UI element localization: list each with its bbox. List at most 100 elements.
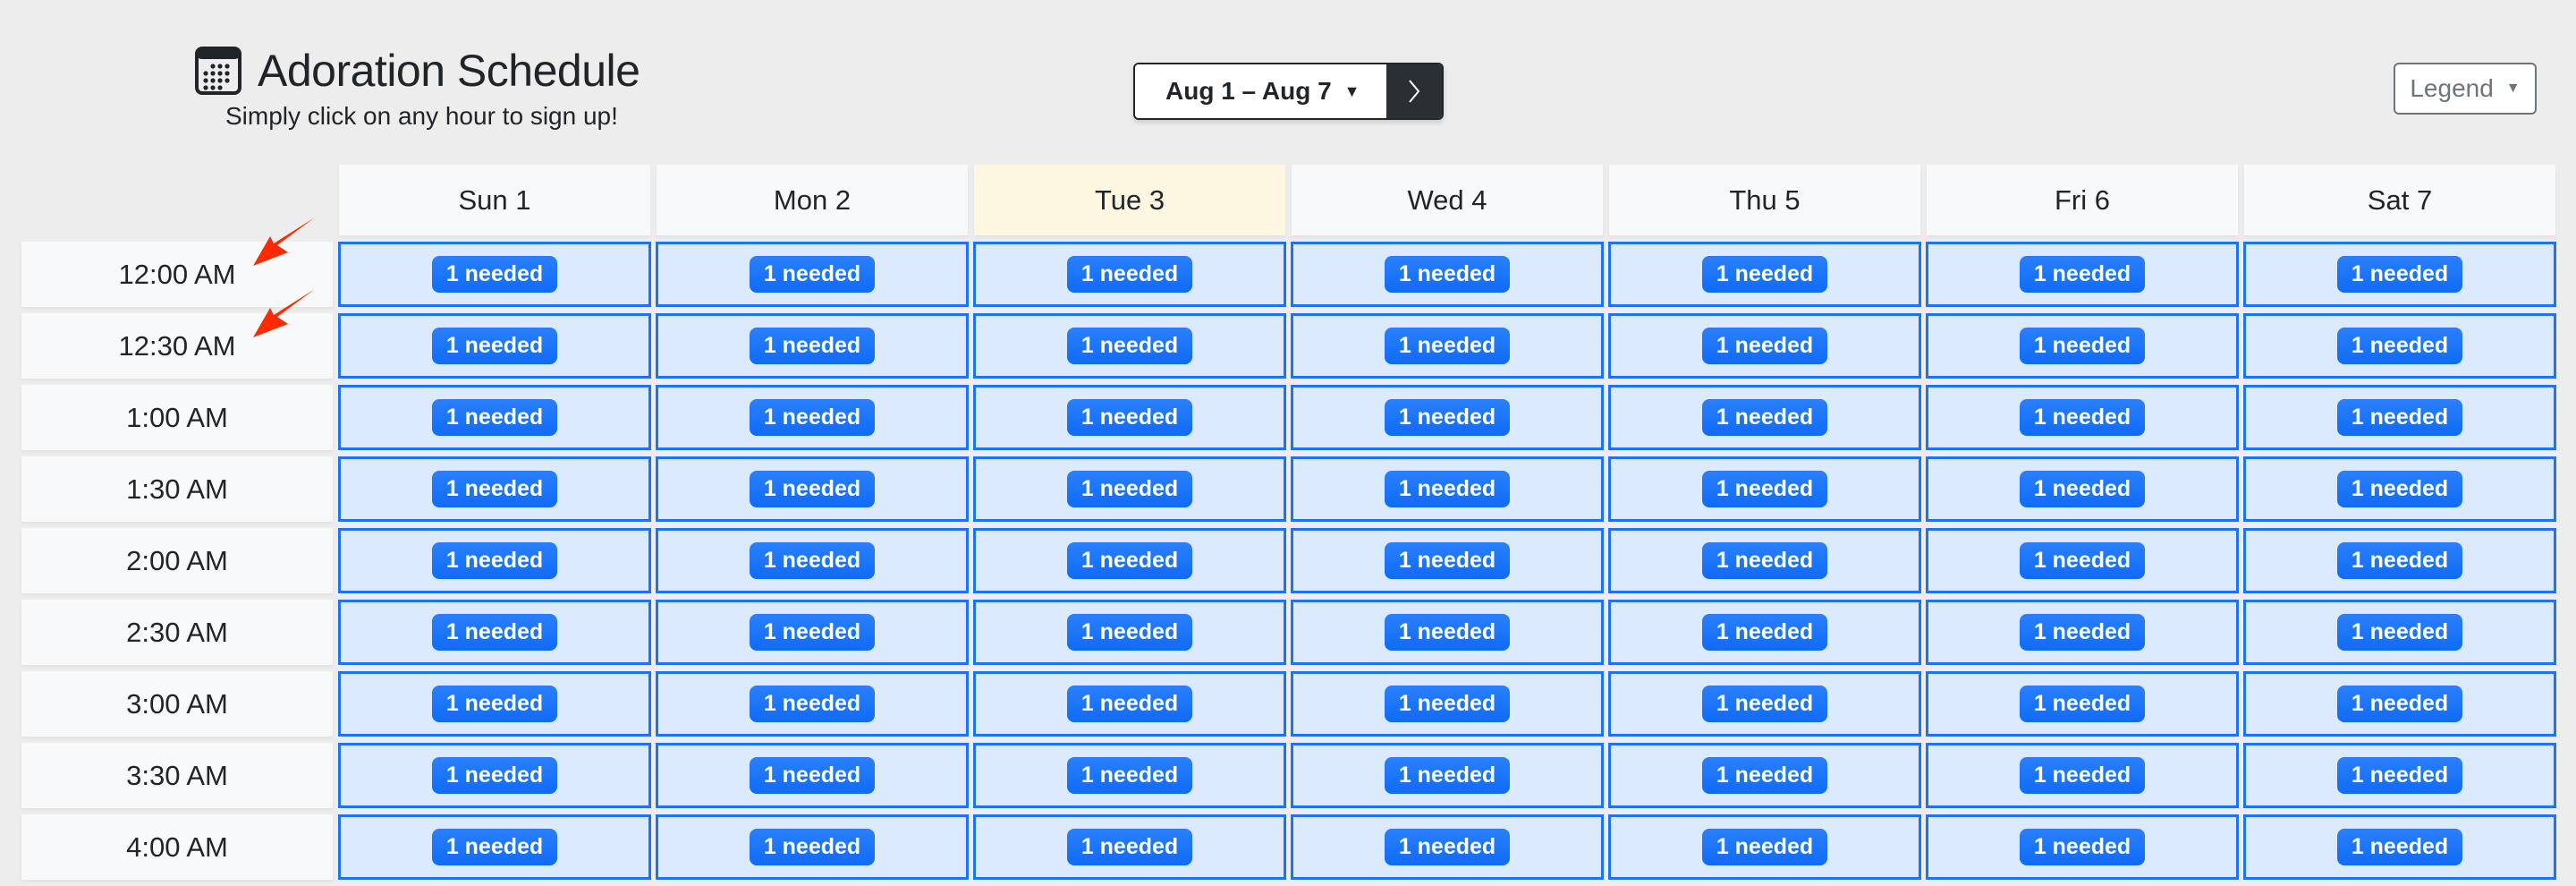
time-slot[interactable]: 1 needed — [1291, 528, 1604, 593]
time-slot[interactable]: 1 needed — [1608, 814, 1921, 880]
time-slot[interactable]: 1 needed — [1926, 528, 2239, 593]
time-slot[interactable]: 1 needed — [1608, 242, 1921, 307]
time-slot[interactable]: 1 needed — [1926, 313, 2239, 379]
needed-badge: 1 needed — [1701, 757, 1828, 794]
needed-badge: 1 needed — [2336, 757, 2463, 794]
time-slot[interactable]: 1 needed — [338, 671, 651, 737]
time-label: 1:30 AM — [21, 456, 333, 522]
needed-badge: 1 needed — [1701, 614, 1828, 651]
time-slot[interactable]: 1 needed — [656, 600, 969, 665]
needed-badge: 1 needed — [2336, 542, 2463, 579]
time-slot[interactable]: 1 needed — [2243, 600, 2556, 665]
needed-badge: 1 needed — [749, 399, 876, 436]
time-slot[interactable]: 1 needed — [1291, 814, 1604, 880]
time-slot[interactable]: 1 needed — [1608, 671, 1921, 737]
time-slot[interactable]: 1 needed — [973, 743, 1286, 808]
time-slot[interactable]: 1 needed — [656, 743, 969, 808]
time-slot[interactable]: 1 needed — [1608, 528, 1921, 593]
time-slot[interactable]: 1 needed — [338, 743, 651, 808]
needed-badge: 1 needed — [1384, 686, 1511, 722]
time-slot[interactable]: 1 needed — [1926, 600, 2239, 665]
time-slot[interactable]: 1 needed — [338, 313, 651, 379]
time-slot[interactable]: 1 needed — [338, 456, 651, 522]
needed-badge: 1 needed — [749, 256, 876, 293]
needed-badge: 1 needed — [1066, 614, 1193, 651]
time-slot[interactable]: 1 needed — [1291, 456, 1604, 522]
time-slot[interactable]: 1 needed — [2243, 671, 2556, 737]
time-slot[interactable]: 1 needed — [656, 528, 969, 593]
time-slot[interactable]: 1 needed — [2243, 385, 2556, 450]
needed-badge: 1 needed — [1066, 542, 1193, 579]
needed-badge: 1 needed — [2019, 829, 2146, 865]
needed-badge: 1 needed — [1066, 829, 1193, 865]
next-week-button[interactable] — [1386, 64, 1443, 118]
needed-badge: 1 needed — [1066, 256, 1193, 293]
time-slot[interactable]: 1 needed — [338, 600, 651, 665]
time-slot[interactable]: 1 needed — [1291, 385, 1604, 450]
time-slot[interactable]: 1 needed — [656, 814, 969, 880]
needed-badge: 1 needed — [431, 829, 558, 865]
date-range-dropdown[interactable]: Aug 1 – Aug 7 ▼ — [1135, 64, 1387, 118]
time-slot[interactable]: 1 needed — [2243, 743, 2556, 808]
day-header: Wed 4 — [1292, 165, 1603, 235]
time-slot[interactable]: 1 needed — [1608, 385, 1921, 450]
time-slot[interactable]: 1 needed — [1926, 671, 2239, 737]
time-slot[interactable]: 1 needed — [1926, 385, 2239, 450]
day-header: Tue 3 — [974, 165, 1285, 235]
legend-dropdown[interactable]: Legend ▼ — [2394, 63, 2537, 115]
needed-badge: 1 needed — [749, 829, 876, 865]
annotation-arrow-icon — [253, 289, 315, 337]
needed-badge: 1 needed — [1384, 256, 1511, 293]
time-label: 2:30 AM — [21, 600, 333, 665]
needed-badge: 1 needed — [749, 614, 876, 651]
time-slot[interactable]: 1 needed — [1926, 814, 2239, 880]
chevron-right-icon — [1409, 80, 1420, 103]
needed-badge: 1 needed — [2336, 829, 2463, 865]
time-slot[interactable]: 1 needed — [1291, 313, 1604, 379]
time-slot[interactable]: 1 needed — [2243, 456, 2556, 522]
needed-badge: 1 needed — [1384, 471, 1511, 507]
time-slot[interactable]: 1 needed — [1608, 456, 1921, 522]
time-slot[interactable]: 1 needed — [1291, 743, 1604, 808]
time-slot[interactable]: 1 needed — [656, 242, 969, 307]
time-slot[interactable]: 1 needed — [1926, 743, 2239, 808]
time-slot[interactable]: 1 needed — [656, 671, 969, 737]
needed-badge: 1 needed — [749, 686, 876, 722]
time-slot[interactable]: 1 needed — [973, 313, 1286, 379]
time-slot[interactable]: 1 needed — [2243, 528, 2556, 593]
needed-badge: 1 needed — [1701, 399, 1828, 436]
time-slot[interactable]: 1 needed — [338, 242, 651, 307]
time-slot[interactable]: 1 needed — [1291, 600, 1604, 665]
time-slot[interactable]: 1 needed — [973, 528, 1286, 593]
time-slot[interactable]: 1 needed — [338, 385, 651, 450]
time-slot[interactable]: 1 needed — [1608, 743, 1921, 808]
time-slot[interactable]: 1 needed — [1926, 242, 2239, 307]
time-slot[interactable]: 1 needed — [338, 528, 651, 593]
needed-badge: 1 needed — [1384, 829, 1511, 865]
time-slot[interactable]: 1 needed — [338, 814, 651, 880]
needed-badge: 1 needed — [2336, 614, 2463, 651]
time-slot[interactable]: 1 needed — [656, 313, 969, 379]
time-slot[interactable]: 1 needed — [656, 385, 969, 450]
time-slot[interactable]: 1 needed — [1926, 456, 2239, 522]
needed-badge: 1 needed — [1066, 686, 1193, 722]
time-slot[interactable]: 1 needed — [973, 456, 1286, 522]
time-slot[interactable]: 1 needed — [973, 600, 1286, 665]
time-slot[interactable]: 1 needed — [656, 456, 969, 522]
needed-badge: 1 needed — [749, 328, 876, 364]
time-slot[interactable]: 1 needed — [1608, 600, 1921, 665]
time-slot[interactable]: 1 needed — [2243, 814, 2556, 880]
time-slot[interactable]: 1 needed — [2243, 313, 2556, 379]
time-slot[interactable]: 1 needed — [1608, 313, 1921, 379]
needed-badge: 1 needed — [1384, 328, 1511, 364]
time-slot[interactable]: 1 needed — [973, 671, 1286, 737]
time-slot[interactable]: 1 needed — [973, 242, 1286, 307]
time-slot[interactable]: 1 needed — [973, 385, 1286, 450]
needed-badge: 1 needed — [431, 399, 558, 436]
time-slot[interactable]: 1 needed — [1291, 671, 1604, 737]
needed-badge: 1 needed — [2019, 471, 2146, 507]
time-slot[interactable]: 1 needed — [1291, 242, 1604, 307]
needed-badge: 1 needed — [1384, 399, 1511, 436]
time-slot[interactable]: 1 needed — [973, 814, 1286, 880]
time-slot[interactable]: 1 needed — [2243, 242, 2556, 307]
